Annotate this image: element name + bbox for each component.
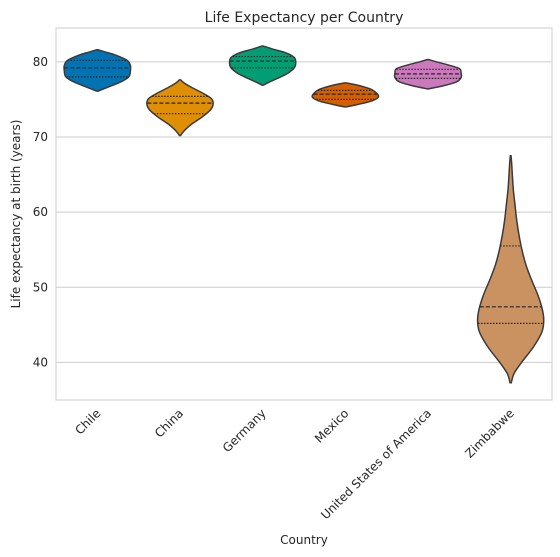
y-tick-label: 60 [33, 205, 48, 219]
x-tick-label: China [152, 406, 186, 440]
y-tick-label: 50 [33, 280, 48, 294]
y-tick-label: 70 [33, 130, 48, 144]
x-tick-label: Mexico [312, 406, 352, 446]
y-tick-label: 80 [33, 55, 48, 69]
y-axis-label: Life expectancy at birth (years) [9, 120, 23, 309]
x-tick-label: Zimbabwe [462, 406, 516, 460]
chart-title: Life Expectancy per Country [205, 10, 404, 26]
x-tick-label: Germany [220, 406, 269, 455]
plot-background [56, 28, 552, 400]
x-axis-label: Country [280, 533, 328, 547]
x-tick-label: Chile [72, 406, 103, 437]
y-tick-label: 40 [33, 355, 48, 369]
y-tick-labels: 40 50 60 70 80 [33, 55, 48, 370]
